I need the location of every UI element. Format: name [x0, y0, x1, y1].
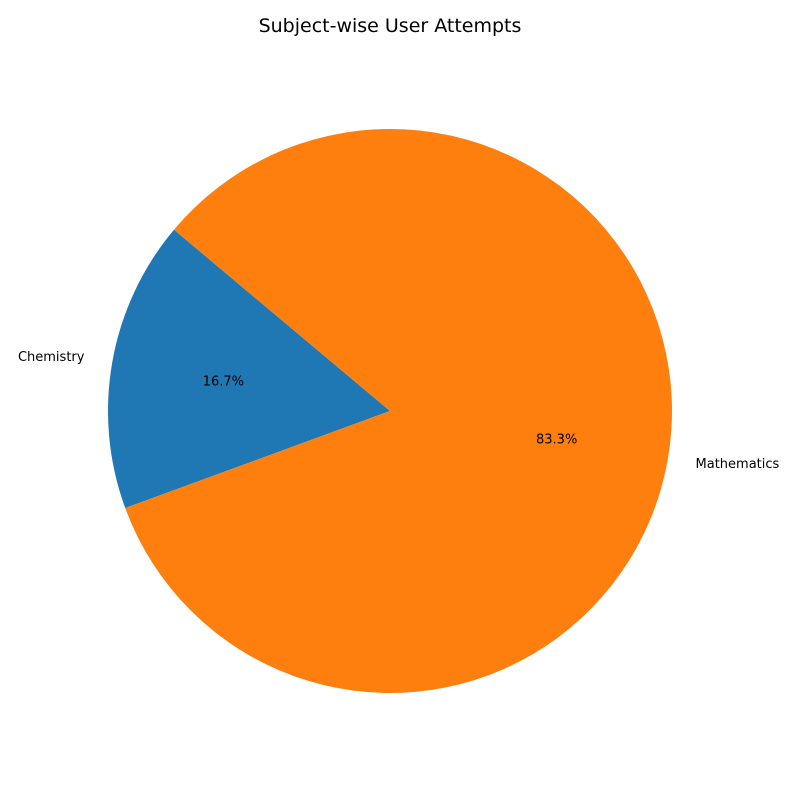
pie-slice-chemistry	[108, 229, 390, 509]
pie-slices	[108, 128, 672, 693]
chart-title: Subject-wise User Attempts	[259, 15, 522, 37]
pie-labels: Chemistry 16.7% Mathematics 83.3%	[18, 350, 780, 472]
pie-slice-mathematics	[125, 128, 672, 693]
slice-label-chemistry: Chemistry	[18, 350, 85, 365]
percent-label-chemistry: 16.7%	[203, 374, 244, 389]
percent-label-mathematics: 83.3%	[536, 433, 577, 448]
slice-label-mathematics: Mathematics	[696, 457, 780, 472]
